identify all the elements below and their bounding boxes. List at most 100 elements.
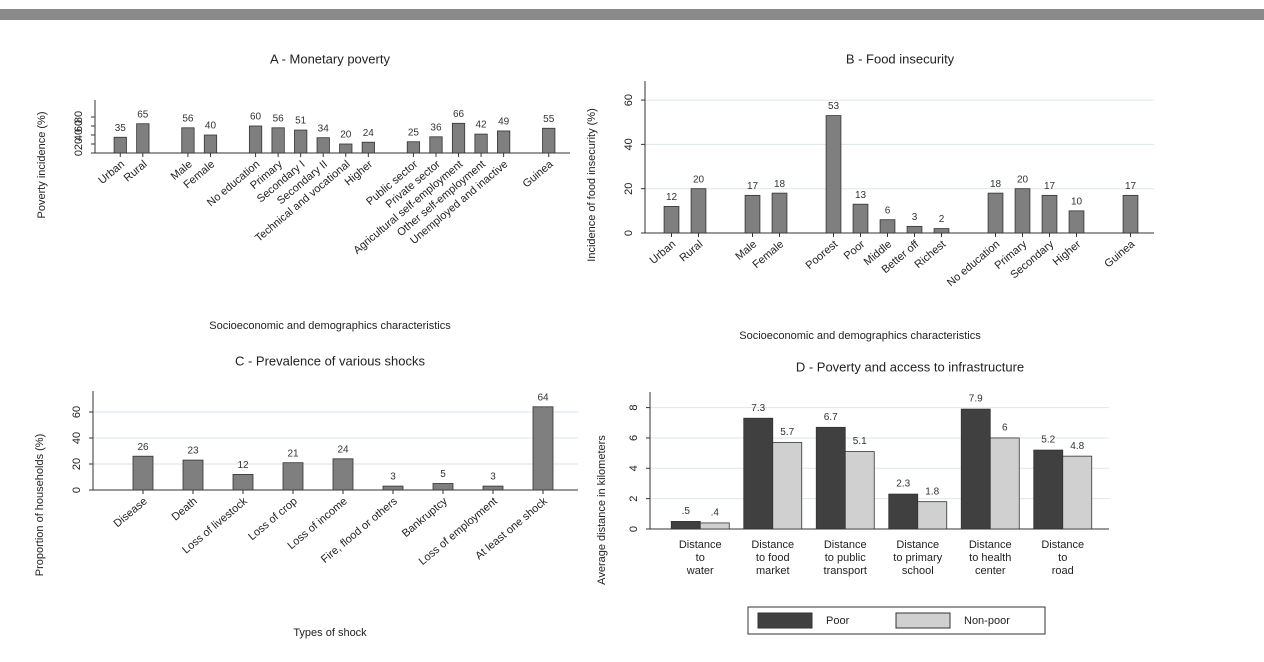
bar [136,123,150,154]
value-label: 12 [666,192,678,203]
value-label: 24 [337,444,349,455]
bar [271,127,285,154]
bar [429,136,443,154]
y-axis-title: Poverty incidence (%) [36,112,48,219]
bar [1033,449,1064,530]
value-label: 21 [287,448,299,459]
bar [743,417,774,530]
value-label: 7.3 [751,403,765,414]
bar [332,458,354,491]
value-label: 40 [205,121,217,132]
y-tick-label: 40 [71,432,83,444]
x-tick-label: Distance [969,539,1012,551]
bar [744,194,761,234]
y-tick-label: 4 [628,465,640,471]
y-tick-label: 40 [73,129,85,141]
bar [1041,194,1058,234]
value-label: 20 [693,174,705,185]
bar [844,451,875,530]
header-bar [0,9,1264,20]
y-tick-label: 0 [71,487,83,493]
x-tick-label: Death [170,495,200,523]
x-tick-label: Rural [677,238,705,264]
value-label: 1.8 [925,486,939,497]
x-tick-label: market [756,565,790,577]
value-label: 3 [390,472,396,483]
value-label: 5.2 [1041,435,1055,446]
y-tick-label: 60 [623,94,635,106]
y-tick-label: 0 [623,230,635,236]
bar [772,442,803,530]
x-tick-label: Urban [648,238,679,266]
y-tick-label: 40 [623,138,635,150]
value-label: 26 [137,442,149,453]
bar [203,134,218,154]
x-tick-label: Distance [751,539,794,551]
value-label: .4 [711,508,720,519]
value-label: 18 [774,179,786,190]
bar [339,143,353,154]
x-tick-label: Richest [912,238,948,271]
value-label: 66 [453,109,465,120]
y-tick-label: 0 [628,526,640,532]
bar [497,130,511,154]
value-label: 23 [187,446,199,457]
bar [113,136,127,154]
value-label: 60 [250,112,262,123]
legend-label: Non-poor [964,615,1010,627]
legend-swatch [757,612,813,629]
x-tick-label: to primary [893,552,942,564]
bar [474,133,488,154]
y-axis-title: Incidence of food insecurity (%) [586,108,598,261]
y-tick-label: 8 [628,405,640,411]
value-label: 25 [408,127,420,138]
value-label: 5.1 [853,436,867,447]
value-label: 34 [318,123,330,134]
bar [248,125,263,154]
y-tick-label: 80 [73,111,85,123]
bar [232,473,254,491]
bar [132,455,154,491]
bar [1014,188,1031,234]
chart-title: C - Prevalence of various shocks [235,353,426,368]
x-tick-label: Loss of crop [246,495,300,543]
bar [432,483,454,491]
value-label: 20 [1017,174,1029,185]
y-tick-label: 20 [73,138,85,150]
value-label: 42 [476,120,488,131]
bar [282,462,304,491]
bar [960,408,991,530]
value-label: 7.9 [969,394,983,405]
value-label: 53 [828,101,840,112]
x-tick-label: Distance [679,539,722,551]
bar [663,206,680,234]
x-tick-label: Urban [96,158,127,186]
bar [989,437,1020,530]
value-label: 20 [340,130,352,141]
bar [670,521,701,530]
x-tick-label: water [686,565,714,577]
x-tick-label: Distance [896,539,939,551]
bar [933,228,950,234]
bar [542,127,556,154]
bar [917,501,948,530]
value-label: 24 [363,128,375,139]
y-tick-label: 60 [73,120,85,132]
x-tick-label: Distance [824,539,867,551]
bar [987,192,1004,234]
bar [532,406,554,491]
value-label: 55 [543,114,555,125]
value-label: 2 [939,214,945,225]
x-tick-label: to food [756,552,790,564]
x-tick-label: Rural [122,158,150,184]
value-label: 5 [440,469,446,480]
x-tick-label: to [696,552,705,564]
bar [690,188,707,234]
y-tick-label: 2 [628,496,640,502]
y-tick-label: 20 [623,183,635,195]
x-tick-label: school [902,565,934,577]
x-axis-title: Socioeconomic and demographics character… [739,330,981,342]
value-label: 12 [237,460,249,471]
value-label: 13 [855,190,867,201]
